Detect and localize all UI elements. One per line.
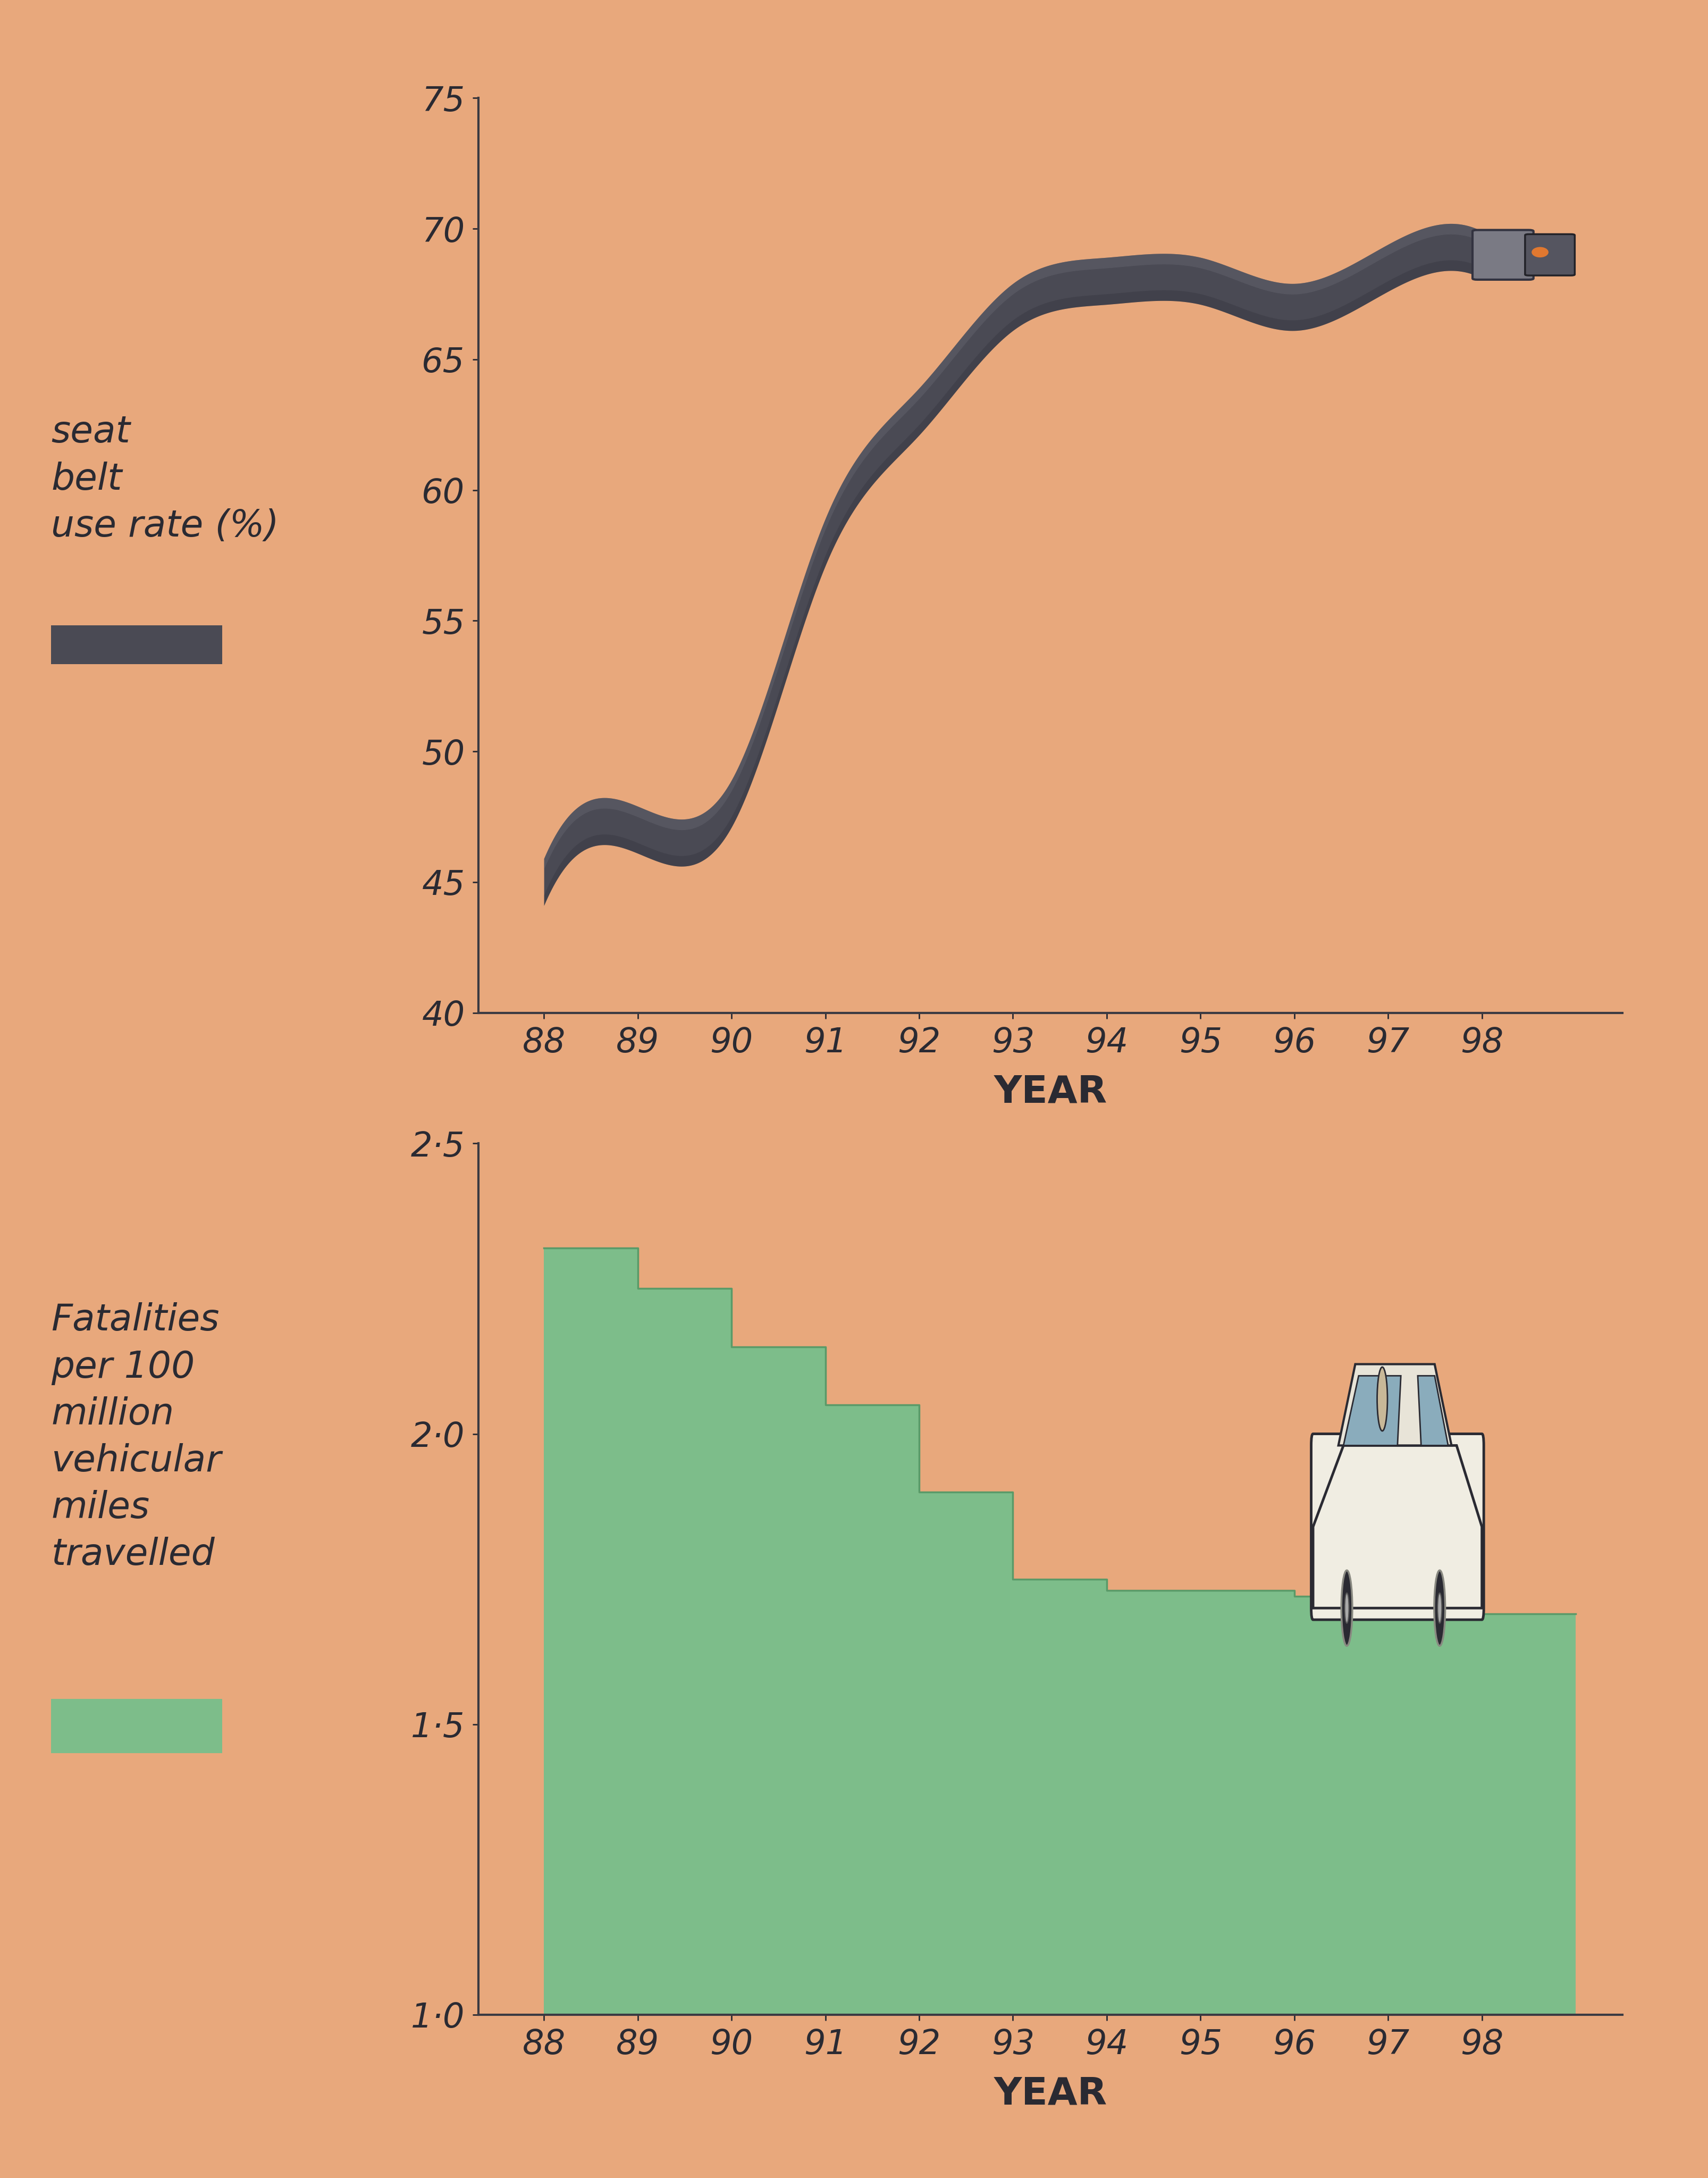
X-axis label: YEAR: YEAR	[994, 1074, 1107, 1111]
Ellipse shape	[1532, 246, 1549, 257]
Ellipse shape	[1344, 1592, 1349, 1623]
X-axis label: YEAR: YEAR	[994, 2076, 1107, 2113]
Text: Fatalities
per 100
million
vehicular
miles
travelled: Fatalities per 100 million vehicular mil…	[51, 1302, 222, 1573]
Polygon shape	[1313, 1446, 1483, 1607]
Polygon shape	[1344, 1376, 1401, 1446]
FancyBboxPatch shape	[1525, 235, 1575, 274]
Polygon shape	[1339, 1363, 1452, 1446]
Ellipse shape	[1341, 1570, 1353, 1647]
Ellipse shape	[1435, 1570, 1445, 1647]
Polygon shape	[1418, 1376, 1448, 1446]
Circle shape	[1377, 1368, 1387, 1431]
FancyBboxPatch shape	[1472, 231, 1534, 279]
FancyBboxPatch shape	[1312, 1433, 1484, 1620]
Ellipse shape	[1438, 1592, 1442, 1623]
Text: seat
belt
use rate (%): seat belt use rate (%)	[51, 414, 278, 544]
